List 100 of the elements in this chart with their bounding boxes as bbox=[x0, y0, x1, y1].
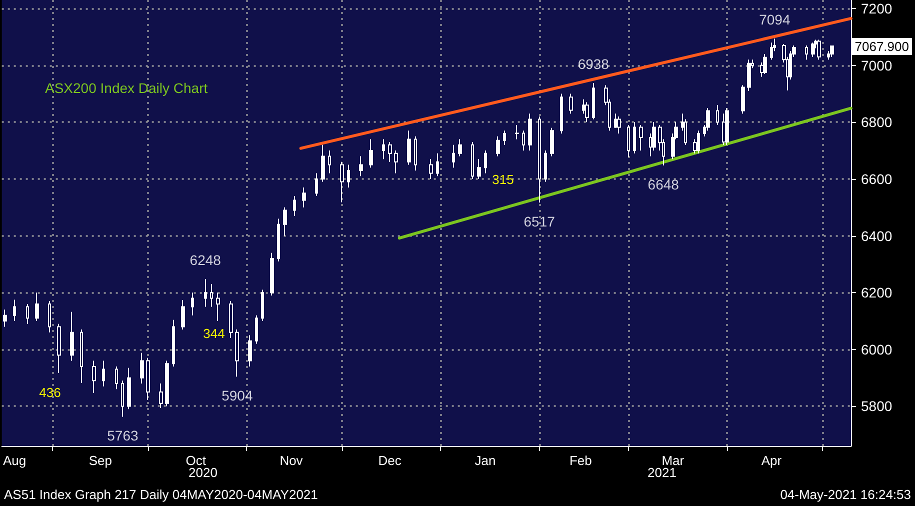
candlestick bbox=[270, 252, 274, 296]
candlestick bbox=[747, 59, 751, 92]
candlestick bbox=[48, 300, 51, 333]
candlestick bbox=[369, 138, 373, 168]
candlestick bbox=[140, 352, 144, 384]
candlestick bbox=[515, 124, 519, 140]
y-tick-label: 6000 bbox=[861, 341, 892, 358]
annotation: 5904 bbox=[222, 388, 253, 404]
y-tick-label: 7200 bbox=[861, 0, 892, 17]
candlestick bbox=[633, 122, 636, 154]
candlestick bbox=[522, 130, 525, 152]
candlestick bbox=[484, 150, 487, 174]
candlestick bbox=[80, 329, 83, 384]
x-tick-label: Nov bbox=[280, 453, 304, 468]
annotation: 6648 bbox=[648, 176, 680, 192]
annotation: 436 bbox=[39, 385, 61, 400]
candlestick bbox=[811, 42, 815, 58]
candlestick bbox=[26, 303, 29, 324]
candlestick bbox=[204, 278, 207, 308]
candlestick bbox=[146, 357, 150, 400]
x-tick-label: Mar bbox=[662, 453, 685, 468]
candlestick bbox=[172, 319, 175, 367]
candlestick bbox=[407, 130, 411, 166]
candlestick bbox=[538, 116, 541, 204]
candlestick bbox=[452, 144, 455, 168]
candlestick bbox=[569, 93, 573, 114]
candlestick bbox=[763, 53, 767, 74]
x-tick-label: Sep bbox=[88, 453, 112, 468]
candlestick bbox=[627, 124, 630, 158]
candlestick bbox=[805, 44, 808, 60]
annotation: 6938 bbox=[578, 56, 610, 72]
candlestick bbox=[210, 284, 213, 308]
candlestick bbox=[817, 39, 821, 60]
candlestick bbox=[503, 130, 506, 146]
candlestick bbox=[359, 156, 363, 177]
candlestick bbox=[458, 138, 462, 157]
candlestick bbox=[216, 292, 220, 322]
candlestick bbox=[347, 164, 350, 188]
candlestick bbox=[57, 323, 61, 374]
x-tick-label: Feb bbox=[569, 453, 592, 468]
text: AS51 Index Graph 217 Daily 04MAY2020-04MAY2021 bbox=[4, 487, 318, 502]
candlestick bbox=[725, 107, 729, 146]
candlestick bbox=[35, 292, 39, 322]
candlestick bbox=[293, 196, 296, 216]
candlestick bbox=[181, 299, 185, 330]
candlestick bbox=[191, 292, 194, 316]
candlestick bbox=[697, 130, 700, 154]
annotation: 6517 bbox=[524, 214, 556, 230]
candlestick bbox=[741, 84, 745, 114]
x-tick-label: Oct bbox=[186, 453, 206, 468]
x-tick-label: Aug bbox=[2, 453, 26, 468]
candlestick bbox=[477, 158, 481, 180]
candlestick bbox=[617, 116, 621, 134]
y-tick-label: 6800 bbox=[861, 114, 892, 130]
annotation: 7094 bbox=[759, 12, 790, 28]
x-tick-label: Apr bbox=[761, 453, 782, 468]
candlestick bbox=[560, 93, 563, 134]
candlestick bbox=[121, 380, 124, 418]
candlestick bbox=[315, 172, 318, 197]
x-tick-label: Dec bbox=[378, 453, 402, 468]
candlestick bbox=[544, 150, 547, 182]
candlestick bbox=[496, 136, 500, 157]
candlestick bbox=[414, 136, 417, 171]
candlestick bbox=[382, 138, 385, 160]
x-tick-label: Jan bbox=[474, 453, 496, 468]
candlestick bbox=[261, 289, 264, 322]
candlestick bbox=[436, 152, 439, 177]
y-tick-label: 6400 bbox=[861, 228, 892, 244]
candlestick bbox=[127, 367, 131, 410]
candlestick bbox=[639, 124, 643, 152]
candlestick bbox=[3, 309, 7, 328]
y-tick-label: 5800 bbox=[861, 398, 892, 414]
candlestick bbox=[550, 127, 554, 157]
candlestick bbox=[277, 218, 280, 262]
candlestick bbox=[585, 102, 589, 123]
text: ASX200 Index Daily Chart bbox=[45, 80, 208, 96]
candlestick bbox=[328, 150, 331, 174]
candlestick bbox=[248, 334, 252, 367]
y-tick-label: 7000 bbox=[861, 57, 892, 74]
candlestick bbox=[302, 186, 306, 208]
candlestick bbox=[159, 383, 163, 408]
y-tick-label: 6600 bbox=[861, 170, 892, 187]
candlestick bbox=[830, 44, 834, 58]
annotation: 344 bbox=[203, 326, 225, 341]
candlestick bbox=[70, 311, 74, 362]
annotation: 315 bbox=[492, 172, 514, 187]
candlestick bbox=[102, 360, 105, 387]
candlestick bbox=[388, 142, 392, 162]
text: 7067.900 bbox=[854, 39, 909, 54]
text: 2020 bbox=[188, 465, 218, 480]
candlestick bbox=[716, 104, 719, 126]
annotation: 5763 bbox=[107, 428, 138, 444]
text: 04-May-2021 16:24:53 bbox=[780, 487, 911, 502]
candlestick bbox=[13, 299, 16, 322]
candlestick bbox=[429, 158, 433, 180]
candlestick bbox=[283, 206, 287, 236]
candlestick bbox=[340, 161, 344, 203]
candlestick bbox=[229, 300, 233, 339]
y-tick-label: 6200 bbox=[861, 284, 892, 301]
candlestick bbox=[394, 150, 398, 174]
